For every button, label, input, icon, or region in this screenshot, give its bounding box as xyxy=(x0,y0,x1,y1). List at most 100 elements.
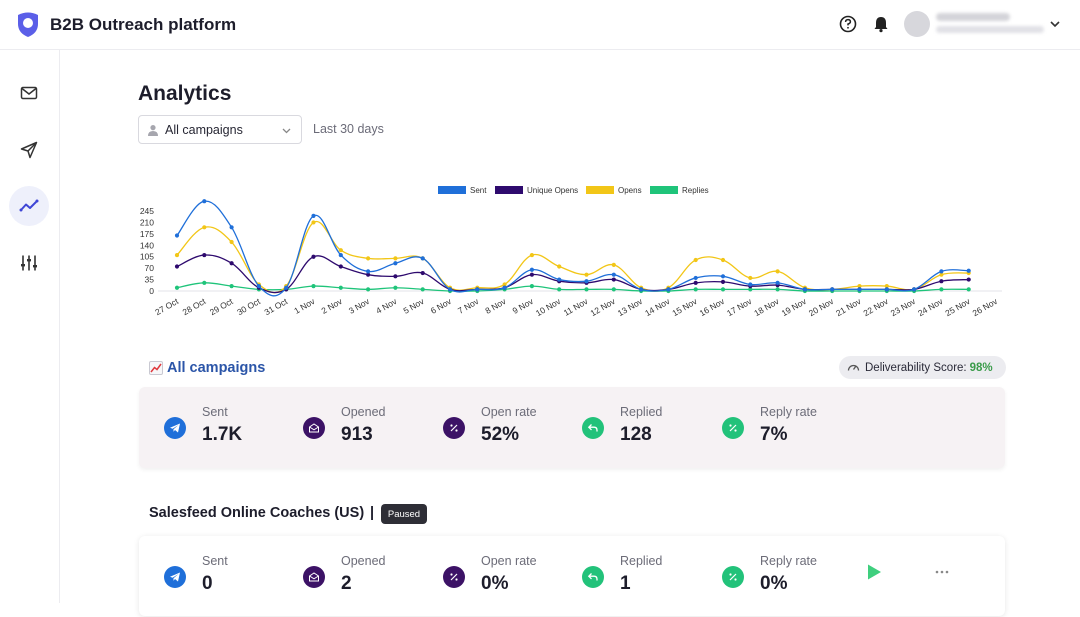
sidebar-item-mail[interactable] xyxy=(9,73,49,113)
sidebar-item-settings[interactable] xyxy=(9,243,49,283)
percent-icon xyxy=(722,566,744,588)
data-point-unique-opens xyxy=(966,277,971,282)
stat-value: 128 xyxy=(620,424,652,445)
x-tick-label: 7 Nov xyxy=(456,296,481,316)
data-point-unique-opens xyxy=(420,270,425,276)
data-point-replies xyxy=(174,285,180,290)
data-point-replies xyxy=(311,284,316,289)
sidebar-item-analytics[interactable] xyxy=(9,186,49,226)
stat-label: Opened xyxy=(341,554,386,568)
all-campaigns-title[interactable]: All campaigns xyxy=(149,360,265,376)
y-tick-label: 210 xyxy=(140,217,154,227)
data-point-sent xyxy=(202,199,207,204)
x-tick-label: 1 Nov xyxy=(292,296,317,316)
x-tick-label: 5 Nov xyxy=(401,296,426,316)
data-point-unique-opens xyxy=(229,261,234,266)
logo-icon[interactable] xyxy=(14,10,42,38)
data-point-unique-opens xyxy=(529,272,534,277)
x-tick-label: 26 Nov xyxy=(971,296,1000,319)
stat-value: 52% xyxy=(481,424,520,445)
legend-swatch-unique-opens xyxy=(495,186,523,194)
x-tick-label: 4 Nov xyxy=(374,296,399,316)
data-point-sent xyxy=(447,287,453,292)
data-point-opens xyxy=(748,275,753,281)
data-point-sent xyxy=(420,256,425,261)
avatar[interactable] xyxy=(904,11,930,37)
chart-legend: Sent Unique Opens Opens Replies xyxy=(438,186,709,195)
user-icon xyxy=(148,124,158,136)
data-point-opens xyxy=(229,239,234,245)
data-point-unique-opens xyxy=(174,264,180,269)
data-point-opens xyxy=(502,282,507,287)
data-point-sent xyxy=(939,269,944,274)
campaign-title[interactable]: Salesfeed Online Coaches (US) xyxy=(149,505,365,521)
data-point-sent xyxy=(912,287,917,292)
data-point-unique-opens xyxy=(366,272,371,277)
y-tick-label: 35 xyxy=(145,275,155,285)
data-point-unique-opens xyxy=(611,277,616,282)
data-point-sent xyxy=(529,267,534,272)
x-tick-label: 15 Nov xyxy=(670,296,699,319)
campaign-filter-select[interactable]: All campaigns xyxy=(138,115,302,144)
campaign-filter-value: All campaigns xyxy=(165,122,243,137)
data-point-sent xyxy=(557,277,562,282)
x-tick-label: 3 Nov xyxy=(347,296,372,316)
stat-label: Open rate xyxy=(481,405,537,419)
trend-icon xyxy=(19,199,39,212)
stat-label: Opened xyxy=(341,405,386,419)
stat-value: 0 xyxy=(202,573,213,594)
legend-label: Opens xyxy=(618,186,642,195)
data-point-replies xyxy=(229,284,234,289)
x-tick-label: 2 Nov xyxy=(320,296,345,316)
stat-label: Reply rate xyxy=(760,405,817,419)
stat-value: 1 xyxy=(620,573,631,594)
campaign-title-separator: | xyxy=(370,505,375,521)
data-point-opens xyxy=(584,272,589,277)
data-point-sent xyxy=(720,274,726,279)
deliverability-label: Deliverability Score: xyxy=(865,361,967,374)
telegram-icon xyxy=(164,417,186,439)
more-icon[interactable] xyxy=(934,564,950,580)
stat-value: 913 xyxy=(341,424,373,445)
data-point-replies xyxy=(420,287,425,292)
sidebar xyxy=(0,50,60,603)
x-tick-label: 24 Nov xyxy=(916,296,945,319)
x-tick-label: 20 Nov xyxy=(807,296,836,319)
app-title: B2B Outreach platform xyxy=(50,15,237,34)
data-point-replies xyxy=(693,287,698,292)
x-tick-label: 21 Nov xyxy=(834,296,863,319)
data-point-sent xyxy=(775,280,780,285)
data-point-unique-opens xyxy=(693,280,698,285)
data-point-sent xyxy=(256,284,261,289)
stat-label: Reply rate xyxy=(760,554,817,568)
telegram-icon xyxy=(164,566,186,588)
x-tick-label: 28 Oct xyxy=(181,296,208,317)
data-point-replies xyxy=(939,287,944,292)
legend-label: Unique Opens xyxy=(527,186,578,195)
x-tick-label: 17 Nov xyxy=(725,296,754,319)
x-tick-label: 29 Oct xyxy=(208,296,235,317)
chart-x-ticks: 27 Oct 28 Oct 29 Oct 30 Oct 31 Oct 1 Nov 2 Nov… xyxy=(153,296,999,319)
sidebar-item-send[interactable] xyxy=(9,130,49,170)
bell-icon[interactable] xyxy=(871,14,891,34)
x-tick-label: 8 Nov xyxy=(483,296,508,316)
data-point-opens xyxy=(174,252,180,258)
data-point-replies xyxy=(748,287,753,292)
user-info-redacted[interactable] xyxy=(936,13,1044,35)
data-point-unique-opens xyxy=(202,252,207,258)
reply-icon xyxy=(582,417,604,439)
data-point-opens xyxy=(611,262,616,267)
chart-increasing-icon xyxy=(149,361,163,375)
data-point-opens xyxy=(884,284,889,289)
data-point-opens xyxy=(857,284,862,289)
chevron-down-icon[interactable] xyxy=(1048,17,1062,31)
chart-lines xyxy=(174,199,971,297)
y-tick-label: 105 xyxy=(140,252,154,262)
data-point-sent xyxy=(174,233,180,238)
data-point-sent xyxy=(229,225,234,230)
date-range-label: Last 30 days xyxy=(313,122,384,136)
data-point-replies xyxy=(529,284,534,289)
play-icon[interactable] xyxy=(864,562,884,582)
help-icon[interactable] xyxy=(838,14,858,34)
